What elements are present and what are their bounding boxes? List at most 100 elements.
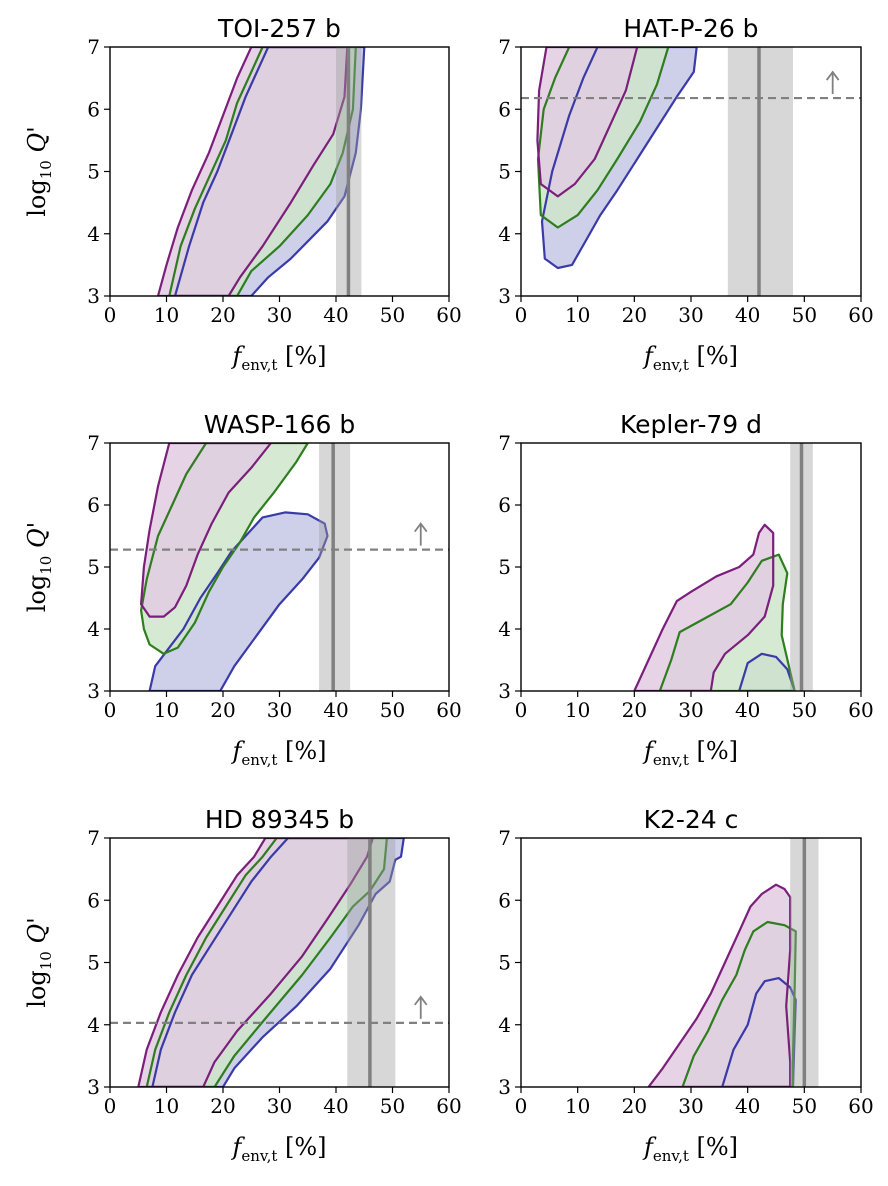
x-tick-label-3-0: 0 xyxy=(515,698,528,722)
x-tick-label-1-4: 40 xyxy=(735,303,760,327)
x-tick-label-1-2: 20 xyxy=(622,303,647,327)
x-axis-label-0: fenv,t [%] xyxy=(230,342,326,374)
x-tick-label-2-0: 0 xyxy=(104,698,117,722)
y-tick-label-1-2: 5 xyxy=(498,160,511,184)
x-tick-label-0-5: 50 xyxy=(380,303,405,327)
panel-5: 0 10 20 30 40 50 60 3 4 5 6 7 K2-24 c fenv,t [%] xyxy=(498,805,873,1165)
x-tick-label-2-6: 60 xyxy=(436,698,461,722)
plot-area-3 xyxy=(633,443,813,691)
contour-fill-2-0 xyxy=(149,512,328,691)
y-tick-label-5-4: 7 xyxy=(498,826,511,850)
x-tick-label-1-3: 30 xyxy=(678,303,703,327)
y-tick-label-3-0: 3 xyxy=(498,679,511,703)
x-tick-label-1-1: 10 xyxy=(565,303,590,327)
x-tick-label-5-4: 40 xyxy=(735,1094,760,1118)
x-axis-label-3: fenv,t [%] xyxy=(642,737,738,769)
x-tick-label-5-1: 10 xyxy=(565,1094,590,1118)
contour-fill-2-2 xyxy=(141,443,271,617)
lower-limit-arrow-icon xyxy=(414,995,428,1019)
contour-line-3-1 xyxy=(658,553,796,691)
y-tick-label-2-0: 3 xyxy=(87,679,100,703)
contour-line-0-1 xyxy=(168,47,357,296)
panel-0: 0 10 20 30 40 50 60 3 4 5 6 7 TOI-257 b fenv,t [%] log… xyxy=(23,14,462,374)
contour-line-1-1 xyxy=(536,47,670,229)
panel-title-5: K2-24 c xyxy=(644,805,739,834)
panel-title-2: WASP-166 b xyxy=(204,410,355,439)
x-tick-label-5-5: 50 xyxy=(792,1094,817,1118)
x-tick-label-0-1: 10 xyxy=(154,303,179,327)
contour-line-2-2 xyxy=(140,443,273,618)
contour-fill-1-2 xyxy=(537,47,638,197)
x-tick-label-5-2: 20 xyxy=(622,1094,647,1118)
contour-line-5-1 xyxy=(681,920,797,1087)
y-tick-label-0-2: 5 xyxy=(87,160,100,184)
plot-area-5 xyxy=(647,838,819,1087)
y-tick-label-4-0: 3 xyxy=(87,1075,100,1099)
x-tick-label-2-4: 40 xyxy=(323,698,348,722)
panel-title-4: HD 89345 b xyxy=(205,805,354,834)
x-tick-label-5-3: 30 xyxy=(678,1094,703,1118)
y-axis-label-0: log10 Q' xyxy=(23,126,55,217)
panel-2: 0 10 20 30 40 50 60 3 4 5 6 7 WASP-166 b fenv,t [%] lo… xyxy=(23,410,462,769)
x-axis-label-4: fenv,t [%] xyxy=(230,1133,326,1165)
y-tick-label-4-3: 6 xyxy=(87,888,100,912)
contour-line-0-0 xyxy=(173,47,366,296)
x-tick-label-4-4: 40 xyxy=(323,1094,348,1118)
contour-line-3-0 xyxy=(738,652,796,691)
contour-line-2-1 xyxy=(140,443,309,655)
plot-area-2 xyxy=(110,443,449,691)
y-tick-label-3-1: 4 xyxy=(498,617,511,641)
y-tick-label-2-1: 4 xyxy=(87,617,100,641)
plot-area-0 xyxy=(156,47,366,296)
lower-limit-arrow-icon xyxy=(825,70,840,95)
x-axis-label-2: fenv,t [%] xyxy=(230,737,326,769)
contour-line-0-2 xyxy=(156,47,349,296)
y-tick-label-3-3: 6 xyxy=(498,493,511,517)
x-tick-label-4-6: 60 xyxy=(436,1094,461,1118)
y-tick-label-1-0: 3 xyxy=(498,284,511,308)
x-tick-label-3-2: 20 xyxy=(622,698,647,722)
x-tick-label-2-1: 10 xyxy=(154,698,179,722)
y-axis-label-4: log10 Q' xyxy=(23,917,55,1008)
x-tick-label-4-3: 30 xyxy=(267,1094,292,1118)
contour-line-4-0 xyxy=(151,838,405,1087)
y-tick-label-4-2: 5 xyxy=(87,951,100,975)
x-tick-label-2-3: 30 xyxy=(267,698,292,722)
x-tick-label-4-0: 0 xyxy=(104,1094,117,1118)
contour-fill-4-2 xyxy=(138,838,373,1087)
x-tick-label-1-5: 50 xyxy=(792,303,817,327)
y-tick-label-0-4: 7 xyxy=(87,35,100,59)
y-tick-label-4-4: 7 xyxy=(87,826,100,850)
x-tick-label-3-6: 60 xyxy=(848,698,873,722)
x-tick-label-5-6: 60 xyxy=(848,1094,873,1118)
x-tick-label-3-5: 50 xyxy=(792,698,817,722)
x-tick-label-4-2: 20 xyxy=(210,1094,235,1118)
y-tick-label-1-4: 7 xyxy=(498,35,511,59)
y-tick-label-1-3: 6 xyxy=(498,97,511,121)
x-tick-label-0-0: 0 xyxy=(104,303,117,327)
contour-line-4-1 xyxy=(145,838,388,1087)
y-tick-label-5-2: 5 xyxy=(498,951,511,975)
x-tick-label-4-1: 10 xyxy=(154,1094,179,1118)
y-tick-label-2-3: 6 xyxy=(87,493,100,517)
panel-4: 0 10 20 30 40 50 60 3 4 5 6 7 HD 89345 b fenv,t [%] lo… xyxy=(23,805,462,1165)
contour-line-4-2 xyxy=(137,838,374,1087)
contour-line-1-2 xyxy=(536,47,639,198)
x-tick-label-0-3: 30 xyxy=(267,303,292,327)
y-tick-label-5-0: 3 xyxy=(498,1075,511,1099)
lower-limit-arrow-icon xyxy=(414,522,428,546)
y-tick-label-3-4: 7 xyxy=(498,431,511,455)
x-tick-label-3-4: 40 xyxy=(735,698,760,722)
x-tick-label-3-1: 10 xyxy=(565,698,590,722)
panel-title-3: Kepler-79 d xyxy=(620,410,762,439)
y-tick-label-0-1: 4 xyxy=(87,222,100,246)
panel-title-1: HAT-P-26 b xyxy=(623,14,758,43)
x-tick-label-3-3: 30 xyxy=(678,698,703,722)
x-tick-label-0-4: 40 xyxy=(323,303,348,327)
panel-3: 0 10 20 30 40 50 60 3 4 5 6 7 Kepler-79 d fenv,t [%] xyxy=(498,410,873,769)
y-tick-label-2-4: 7 xyxy=(87,431,100,455)
y-tick-label-0-3: 6 xyxy=(87,97,100,121)
x-tick-label-4-5: 50 xyxy=(380,1094,405,1118)
plot-area-4 xyxy=(110,838,449,1087)
